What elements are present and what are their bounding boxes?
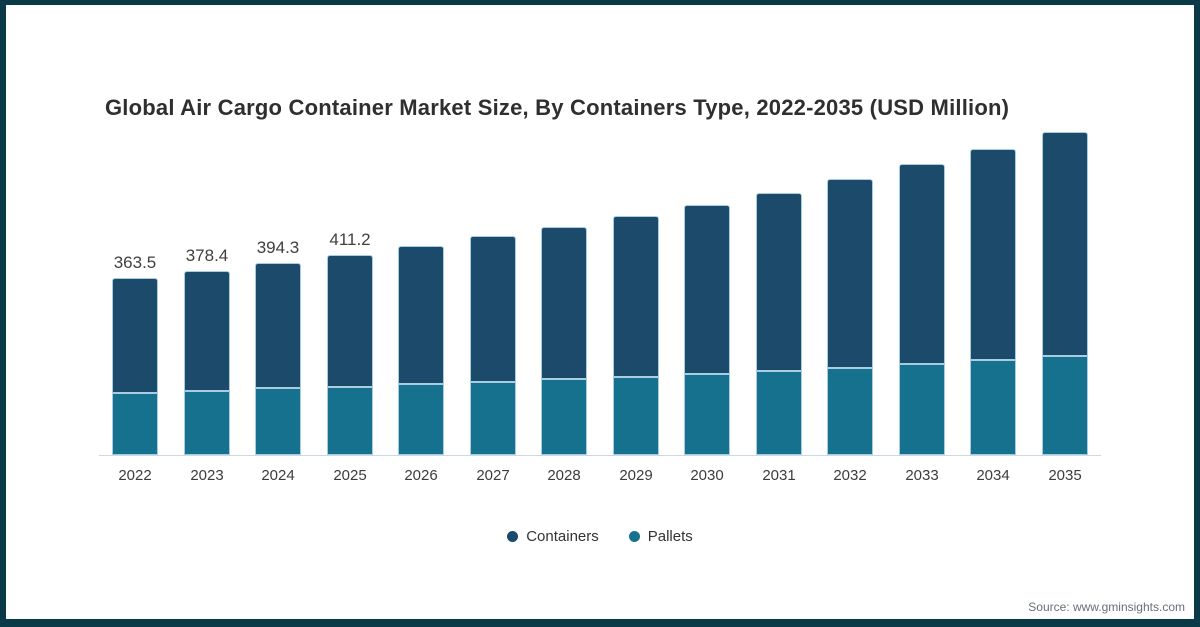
bar-segment-containers-2023[interactable] [184,271,230,391]
chart-title: Global Air Cargo Container Market Size, … [105,94,1010,120]
bar-value-label-2023: 378.4 [185,246,229,265]
x-axis-label-2031: 2031 [762,467,796,484]
bar-segment-containers-2034[interactable] [970,148,1016,360]
legend-item-containers[interactable]: Containers [507,528,599,545]
bar-segment-pallets-2026[interactable] [398,384,444,455]
bar-segment-pallets-2024[interactable] [255,388,301,455]
legend-marker-pallets-icon [628,531,640,542]
x-axis-label-2032: 2032 [833,467,867,484]
legend: Containers Pallets [0,528,1200,545]
bar-segment-pallets-2035[interactable] [1042,355,1088,455]
bar-segment-containers-2035[interactable] [1042,131,1088,356]
x-axis-label-2024: 2024 [261,467,295,484]
bar-segment-containers-2030[interactable] [684,204,730,375]
bar-segment-containers-2033[interactable] [899,164,945,364]
legend-label-containers: Containers [526,528,599,545]
x-axis-label-2029: 2029 [619,467,653,484]
bar-value-label-2024: 394.3 [256,238,300,257]
bar-value-label-2022: 363.5 [113,253,157,272]
bar-segment-containers-2024[interactable] [255,263,301,389]
x-axis-label-2030: 2030 [690,467,724,484]
x-axis-label-2034: 2034 [976,467,1010,484]
bar-segment-pallets-2029[interactable] [613,376,659,455]
bar-segment-containers-2031[interactable] [756,192,802,372]
x-axis-label-2026: 2026 [404,467,438,484]
source-note: Source: www.gminsights.com [1028,600,1185,614]
bar-segment-pallets-2023[interactable] [184,390,230,455]
x-axis-label-2033: 2033 [905,467,939,484]
bar-value-label-2025: 411.2 [329,230,371,249]
bar-segment-containers-2026[interactable] [398,245,444,385]
bar-segment-pallets-2025[interactable] [327,386,373,455]
x-axis-label-2023: 2023 [190,467,224,484]
legend-marker-containers-icon [507,531,519,542]
bar-segment-pallets-2034[interactable] [970,359,1016,455]
bar-segment-pallets-2030[interactable] [684,374,730,455]
bar-segment-containers-2028[interactable] [541,226,587,380]
bar-segment-containers-2027[interactable] [470,236,516,382]
x-axis-label-2027: 2027 [476,467,510,484]
bar-segment-pallets-2031[interactable] [756,371,802,455]
bar-segment-pallets-2022[interactable] [112,393,158,455]
bar-segment-pallets-2032[interactable] [827,367,873,455]
legend-label-pallets: Pallets [647,528,693,545]
legend-item-pallets[interactable]: Pallets [628,528,693,545]
bar-segment-pallets-2028[interactable] [541,379,587,455]
bar-segment-pallets-2027[interactable] [470,381,516,455]
x-axis-label-2022: 2022 [118,467,152,484]
bar-segment-pallets-2033[interactable] [899,363,945,455]
x-axis-label-2035: 2035 [1048,467,1082,484]
bar-segment-containers-2029[interactable] [613,215,659,377]
bar-segment-containers-2022[interactable] [112,278,158,394]
bar-segment-containers-2025[interactable] [327,255,373,387]
bar-segment-containers-2032[interactable] [827,178,873,368]
x-axis-line [99,455,1101,456]
x-axis-label-2028: 2028 [547,467,581,484]
x-axis-label-2025: 2025 [333,467,367,484]
